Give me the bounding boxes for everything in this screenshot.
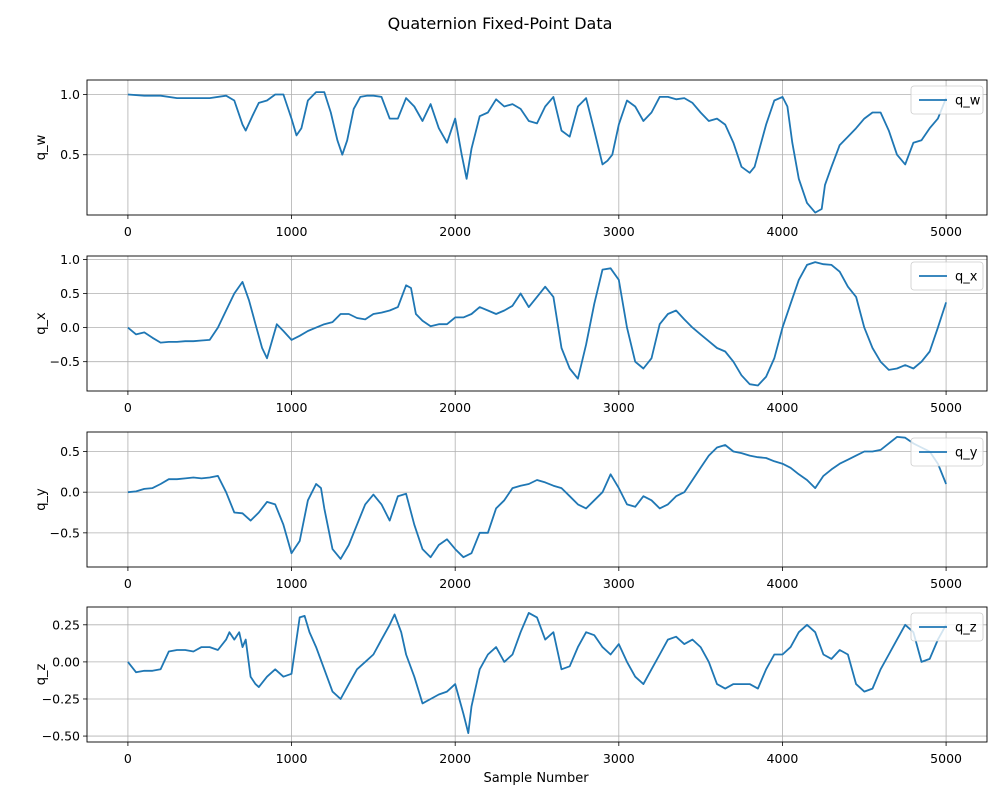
legend-label: q_x xyxy=(955,270,978,285)
subplot-q_x: 0 1000 2000 3000 4000 5000 −0.5 0.0 0.5 1.0 q_x q_x xyxy=(34,252,988,415)
axes-frame xyxy=(86,606,988,743)
x-tick-label: 1000 xyxy=(276,576,308,591)
x-tick-label: 2000 xyxy=(439,751,471,766)
x-tick-label: 0 xyxy=(124,224,132,239)
legend-label: q_w xyxy=(955,94,981,109)
y-tick-label: −0.5 xyxy=(50,525,80,540)
legend-label: q_z xyxy=(955,621,977,636)
y-tick-label: 0.0 xyxy=(60,320,80,335)
series-line-q_w xyxy=(127,91,947,214)
subplot-q_w: 0 1000 2000 3000 4000 5000 0.5 1.0 q_w q_w xyxy=(34,79,988,239)
y-tick-label: 0.00 xyxy=(52,654,80,669)
y-tick-label: 0.25 xyxy=(52,617,80,632)
y-axis-label: q_x xyxy=(34,312,49,335)
y-axis-label: q_w xyxy=(34,134,49,160)
x-tick-label: 3000 xyxy=(603,224,635,239)
x-tick-label: 5000 xyxy=(930,576,962,591)
x-tick-label: 1000 xyxy=(276,400,308,415)
axes-frame xyxy=(86,431,988,568)
x-tick-label: 3000 xyxy=(603,576,635,591)
series-line-q_y xyxy=(127,435,947,560)
x-axis-label: Sample Number xyxy=(483,771,589,786)
y-tick-label: 1.0 xyxy=(60,252,80,267)
series-line-q_z xyxy=(127,612,947,734)
figure-title: Quaternion Fixed-Point Data xyxy=(388,14,613,33)
y-tick-label: −0.25 xyxy=(42,691,80,706)
y-tick-label: 0.0 xyxy=(60,485,80,500)
y-tick-label: −0.50 xyxy=(42,729,80,744)
y-tick-label: −0.5 xyxy=(50,354,80,369)
y-tick-label: 0.5 xyxy=(60,147,80,162)
axes-frame xyxy=(86,255,988,392)
x-tick-label: 0 xyxy=(124,400,132,415)
x-tick-label: 4000 xyxy=(767,576,799,591)
x-tick-label: 0 xyxy=(124,751,132,766)
axes-frame xyxy=(86,79,988,216)
x-tick-label: 4000 xyxy=(767,751,799,766)
legend-label: q_y xyxy=(955,446,978,461)
x-tick-label: 2000 xyxy=(439,576,471,591)
y-axis-label: q_y xyxy=(34,488,49,511)
x-tick-label: 4000 xyxy=(767,224,799,239)
x-tick-label: 2000 xyxy=(439,224,471,239)
x-tick-label: 3000 xyxy=(603,400,635,415)
x-tick-label: 5000 xyxy=(930,751,962,766)
y-axis-label: q_z xyxy=(34,664,49,686)
subplot-q_z: 0 1000 2000 3000 4000 5000 −0.50 −0.25 0.00 0.25 q… xyxy=(34,606,988,766)
x-tick-label: 5000 xyxy=(930,224,962,239)
y-tick-label: 0.5 xyxy=(60,286,80,301)
x-tick-label: 1000 xyxy=(276,751,308,766)
x-tick-label: 2000 xyxy=(439,400,471,415)
x-tick-label: 0 xyxy=(124,576,132,591)
y-tick-label: 1.0 xyxy=(60,87,80,102)
subplot-q_y: 0 1000 2000 3000 4000 5000 −0.5 0.0 0.5 q_y q_y xyxy=(34,431,988,591)
x-tick-label: 1000 xyxy=(276,224,308,239)
y-tick-label: 0.5 xyxy=(60,444,80,459)
x-tick-label: 5000 xyxy=(930,400,962,415)
x-tick-label: 3000 xyxy=(603,751,635,766)
x-tick-label: 4000 xyxy=(767,400,799,415)
series-line-q_x xyxy=(127,261,947,387)
